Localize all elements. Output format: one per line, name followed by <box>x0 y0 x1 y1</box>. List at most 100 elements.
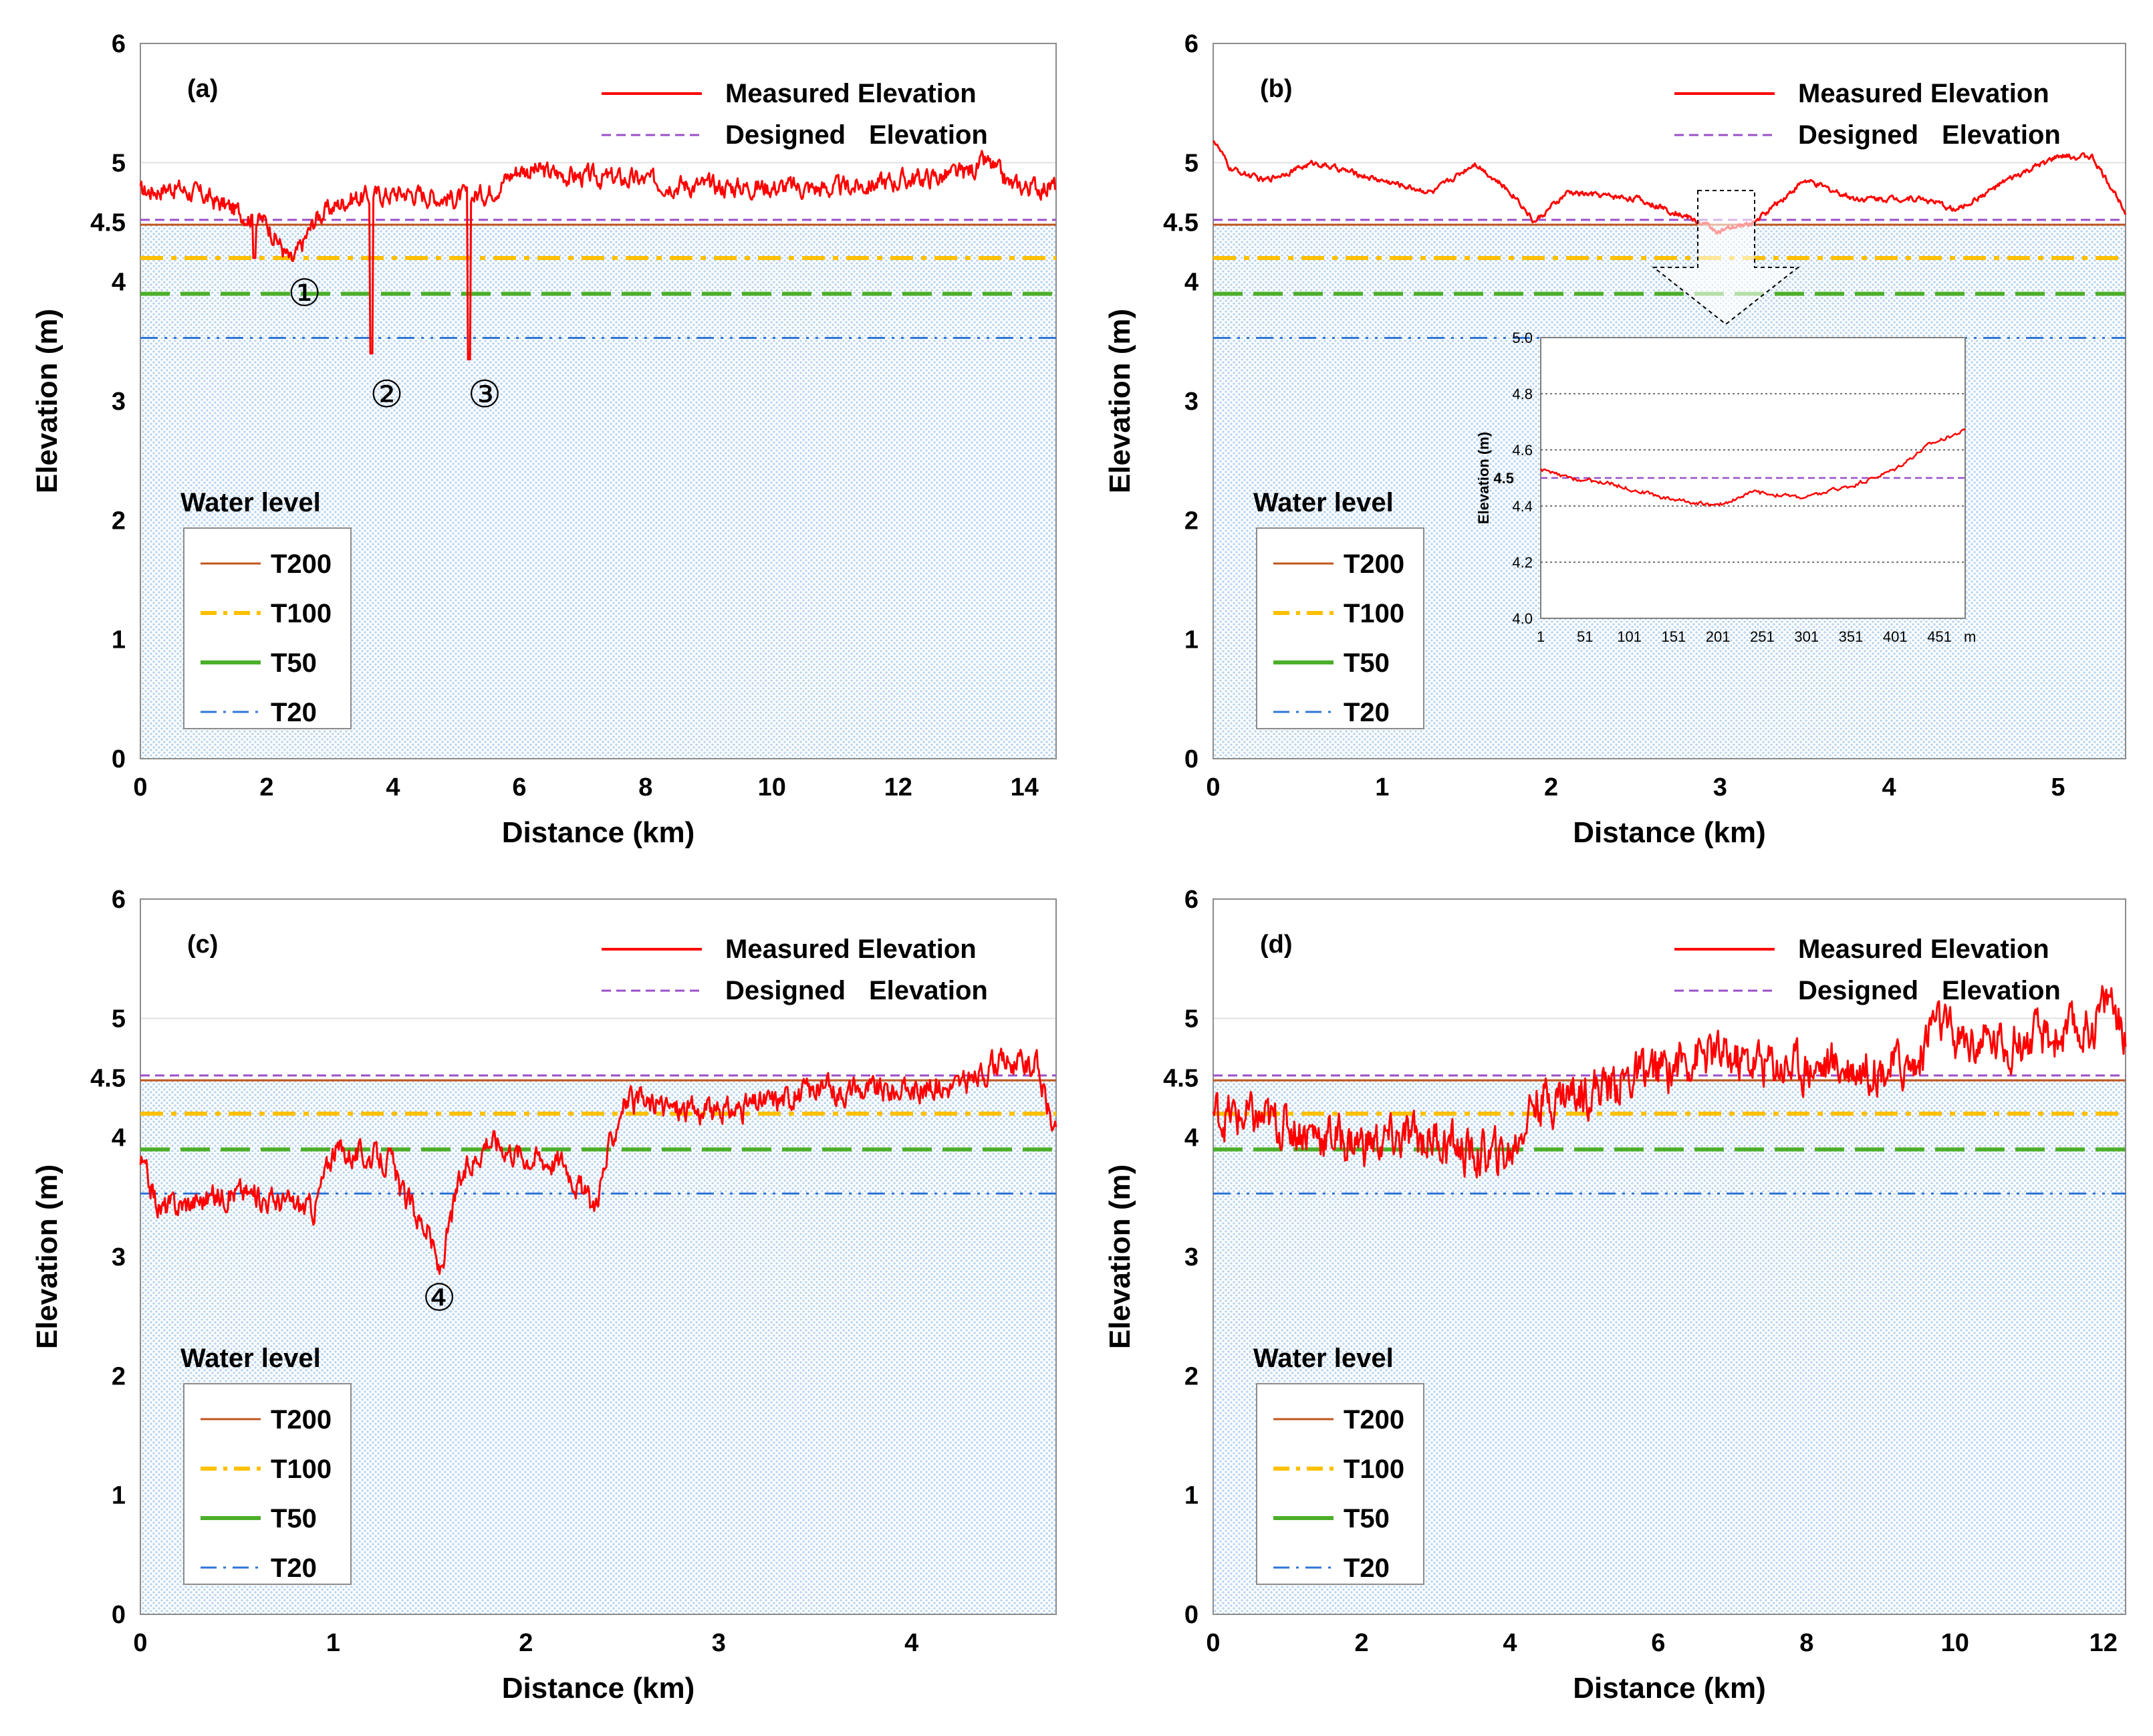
panel-label: (b) <box>1260 75 1293 103</box>
x-tick-label: 0 <box>133 1629 147 1657</box>
y-tick-label: 0 <box>112 1601 126 1629</box>
inset-x-tick-label: 301 <box>1794 628 1819 645</box>
x-tick-label: 2 <box>259 773 273 801</box>
y-tick-label: 4.5 <box>1163 1065 1198 1093</box>
legend-t20-label: T20 <box>271 698 317 727</box>
y-tick-label: 4 <box>112 1124 126 1152</box>
inset-y-tick-label: 4.8 <box>1512 386 1533 402</box>
legend-measured-label: Measured Elevation <box>1798 935 2049 964</box>
y-axis-title: Elevation (m) <box>31 309 64 493</box>
legend-t200-label: T200 <box>1344 549 1404 579</box>
inset-x-tick-label: 1 <box>1537 628 1545 645</box>
y-tick-label: 0 <box>112 745 126 773</box>
water-level-title: Water level <box>180 1344 321 1373</box>
inset-y-tick-label: 4.6 <box>1512 442 1533 459</box>
legend-t100-label: T100 <box>1344 1455 1404 1484</box>
x-tick-label: 3 <box>712 1629 726 1657</box>
x-axis-title: Distance (km) <box>502 1672 695 1705</box>
x-tick-label: 12 <box>2089 1629 2118 1657</box>
legend-t50-label: T50 <box>271 648 317 678</box>
x-tick-label: 1 <box>1375 773 1389 801</box>
inset-y-tick-label: 4.0 <box>1512 610 1533 627</box>
inset-x-tick-label: 401 <box>1883 628 1908 645</box>
legend-t50-label: T50 <box>271 1504 317 1533</box>
legend-t200-label: T200 <box>271 1405 332 1435</box>
inset-frame <box>1540 337 1966 619</box>
y-tick-label: 2 <box>112 1362 126 1390</box>
panel-label: (c) <box>187 931 218 959</box>
inset-x-tick-label: 101 <box>1617 628 1642 645</box>
measured-elevation-line <box>139 1047 1057 1275</box>
legend-t100-label: T100 <box>1344 599 1404 628</box>
legend-t50-label: T50 <box>1344 1504 1390 1533</box>
x-tick-label: 8 <box>638 773 652 801</box>
legend-designed-label-2: Elevation <box>1942 120 2061 150</box>
inset-measured-line <box>1539 428 1966 507</box>
water-legend-box <box>1256 1383 1424 1585</box>
x-tick-label: 4 <box>904 1629 918 1657</box>
y-tick-label: 2 <box>1184 1362 1198 1390</box>
plot-frame <box>1213 898 2126 1615</box>
inset-x-tick-label: 51 <box>1577 628 1593 645</box>
legend-designed-label-2: Elevation <box>869 120 988 150</box>
y-tick-label: 2 <box>1184 507 1198 535</box>
legend-measured-label: Measured Elevation <box>1798 79 2049 108</box>
legend-t50-label: T50 <box>1344 648 1390 678</box>
annotation-marker: ③ <box>468 373 501 416</box>
legend-t100-label: T100 <box>271 599 332 628</box>
y-tick-label: 5 <box>112 149 126 177</box>
inset-designed-label: 4.5 <box>1493 470 1514 487</box>
legend-measured-label: Measured Elevation <box>725 79 977 108</box>
x-axis-title: Distance (km) <box>1573 816 1766 849</box>
inset-x-tick-label: 451 <box>1927 628 1952 645</box>
annotation-marker: ④ <box>422 1276 456 1320</box>
y-tick-label: 4.5 <box>90 1065 126 1093</box>
annotation-marker: ① <box>288 271 322 315</box>
inset-chart: 4.04.24.44.64.85.01 51 101 151 201 251 301 351 4… <box>1475 330 1976 645</box>
annotation-marker: ② <box>370 373 403 416</box>
legend-t20-label: T20 <box>1344 1554 1390 1583</box>
legend-t20-label: T20 <box>271 1554 317 1583</box>
y-axis-title: Elevation (m) <box>1104 1164 1136 1349</box>
x-tick-label: 1 <box>326 1629 340 1657</box>
x-tick-label: 0 <box>1206 773 1220 801</box>
x-tick-label: 5 <box>2051 773 2065 801</box>
y-tick-label: 3 <box>112 388 126 416</box>
water-level-title: Water level <box>1253 488 1394 517</box>
y-tick-label: 6 <box>1184 886 1198 914</box>
y-axis-title: Elevation (m) <box>1104 309 1136 493</box>
inset-y-axis-title: Elevation (m) <box>1475 432 1492 524</box>
inset-y-tick-label: 4.4 <box>1512 498 1533 515</box>
y-tick-label: 2 <box>112 507 126 535</box>
y-axis-title: Elevation (m) <box>31 1164 64 1349</box>
plot-frame <box>1213 43 2126 759</box>
legend-designed-label-2: Elevation <box>869 976 988 1005</box>
inset-x-tick-label: 251 <box>1750 628 1775 645</box>
water-level-title: Water level <box>1253 1344 1394 1373</box>
x-axis-title: Distance (km) <box>1573 1672 1766 1705</box>
legend-t100-label: T100 <box>271 1455 332 1484</box>
y-tick-label: 5 <box>112 1005 126 1033</box>
y-tick-label: 0 <box>1184 1601 1198 1629</box>
plot-frame <box>140 898 1057 1615</box>
measured-elevation-line <box>1212 140 2127 235</box>
y-tick-label: 0 <box>1184 745 1198 773</box>
water-level-title: Water level <box>180 488 321 517</box>
y-tick-label: 4 <box>112 269 126 297</box>
inset-y-tick-label: 5.0 <box>1512 330 1533 346</box>
legend-designed-label-1: Designed <box>725 976 846 1005</box>
x-tick-label: 12 <box>884 773 912 801</box>
plot-frame <box>140 43 1057 759</box>
inset-x-tick-label: 351 <box>1839 628 1864 645</box>
y-tick-label: 4 <box>1184 1124 1198 1152</box>
legend-t200-label: T200 <box>271 549 332 579</box>
x-tick-label: 8 <box>1799 1629 1813 1657</box>
zoom-arrow-icon <box>1652 190 1800 326</box>
y-tick-label: 4.5 <box>1163 209 1198 237</box>
legend-designed-label-1: Designed <box>1798 120 1918 150</box>
legend-t200-label: T200 <box>1344 1405 1404 1435</box>
y-tick-label: 6 <box>112 886 126 914</box>
panel-c: 0 1 2 3 4 4.5 5 6 0 1 2 3 4 Distance (km) Elevation (m… <box>31 886 1057 1705</box>
